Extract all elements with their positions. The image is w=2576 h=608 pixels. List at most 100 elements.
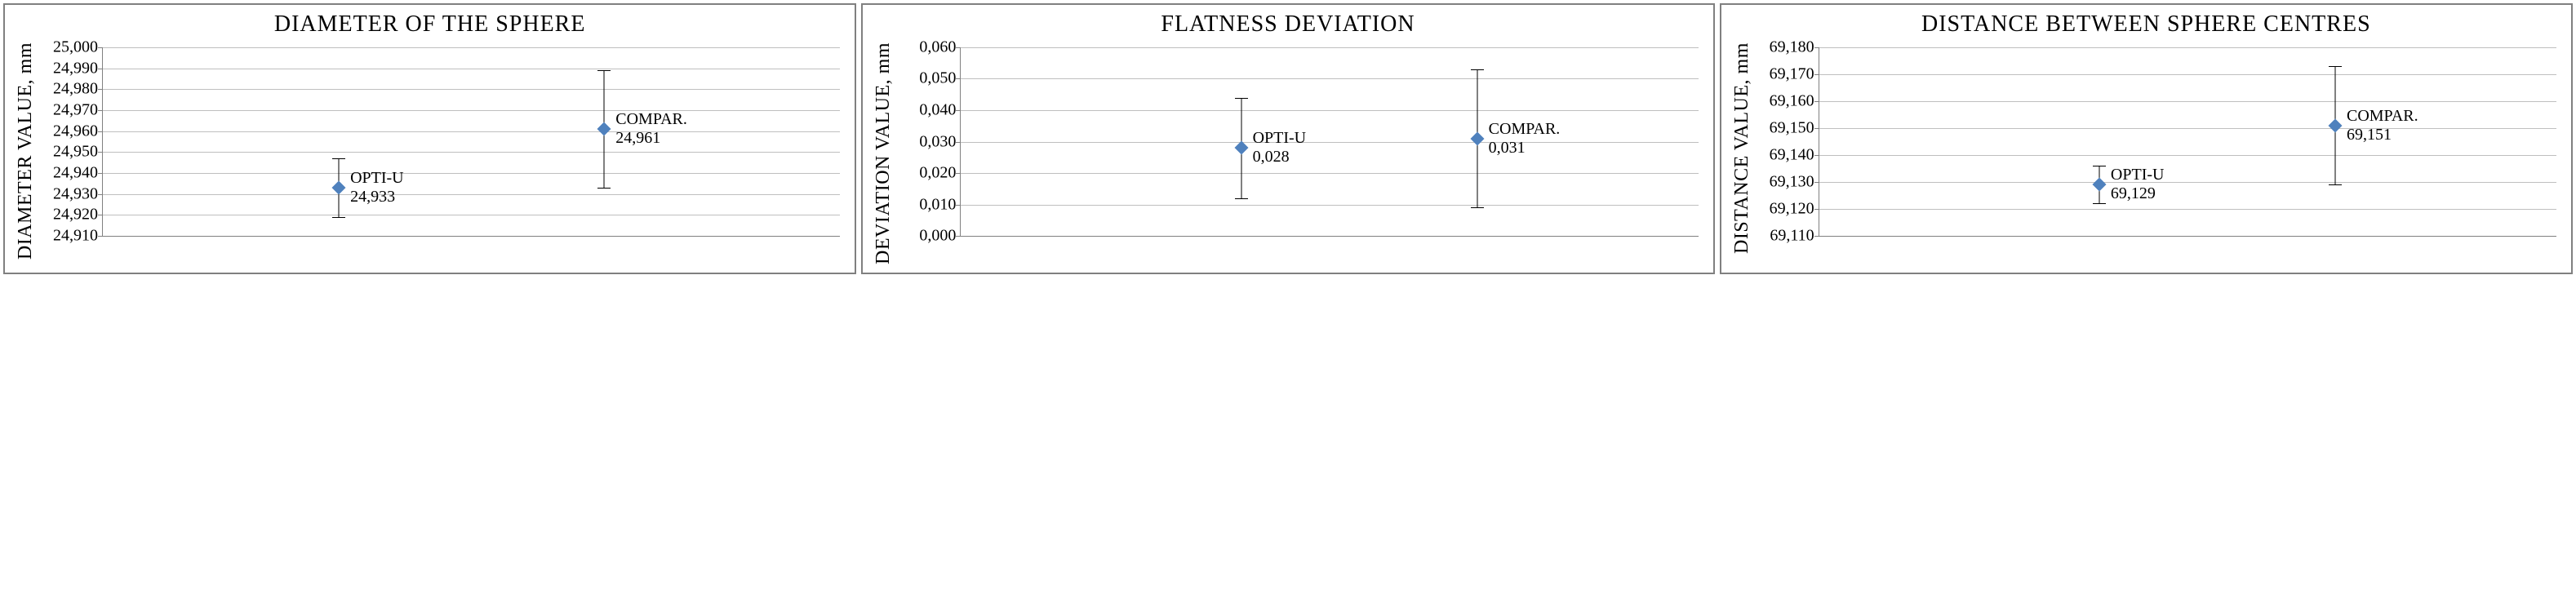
marker-icon: [332, 180, 346, 194]
panel-distance: DISTANCE BETWEEN SPHERE CENTRES DISTANCE…: [1720, 3, 2573, 274]
gridline: [961, 142, 1698, 143]
y-axis-label: DIAMETER VALUE, mm: [13, 42, 38, 260]
plot-area: 24,91024,92024,93024,94024,95024,96024,9…: [102, 47, 840, 237]
plot: 0,0000,0100,0200,0300,0400,0500,060OPTI-…: [896, 42, 1704, 255]
series-value: 0,028: [1253, 148, 1290, 166]
error-cap-bottom: [2093, 203, 2106, 204]
y-tick-label: 69,120: [1770, 200, 1814, 219]
y-tick: [956, 78, 961, 79]
chart-wrap: DISTANCE VALUE, mm 69,11069,12069,13069,…: [1730, 42, 2563, 255]
plot-area: 69,11069,12069,13069,14069,15069,16069,1…: [1819, 47, 2556, 237]
error-cap-bottom: [597, 188, 611, 189]
y-tick: [956, 110, 961, 111]
y-tick: [1814, 155, 1819, 156]
series-name: COMPAR.: [2347, 107, 2418, 125]
series-name: OPTI-U: [1253, 129, 1307, 147]
y-tick-label: 24,960: [53, 122, 98, 140]
y-tick: [1814, 47, 1819, 48]
y-tick: [98, 110, 103, 111]
y-tick: [956, 173, 961, 174]
y-tick: [1814, 209, 1819, 210]
gridline: [1819, 74, 2556, 75]
chart-wrap: DIAMETER VALUE, mm 24,91024,92024,93024,…: [13, 42, 846, 260]
y-tick-label: 24,910: [53, 227, 98, 246]
error-cap-top: [2329, 66, 2342, 67]
gridline: [103, 131, 840, 132]
panel-diameter: DIAMETER OF THE SPHERE DIAMETER VALUE, m…: [3, 3, 856, 274]
y-tick-label: 69,130: [1770, 173, 1814, 192]
y-tick: [1814, 74, 1819, 75]
y-tick: [956, 236, 961, 237]
marker-icon: [2092, 178, 2106, 192]
y-tick: [98, 47, 103, 48]
y-tick-label: 0,040: [919, 100, 956, 119]
y-tick-label: 24,950: [53, 143, 98, 162]
y-tick-label: 0,050: [919, 69, 956, 88]
gridline: [1819, 101, 2556, 102]
y-tick-label: 0,030: [919, 132, 956, 151]
y-tick-label: 69,160: [1770, 92, 1814, 111]
plot: 24,91024,92024,93024,94024,95024,96024,9…: [38, 42, 846, 255]
series-value: 24,961: [615, 129, 660, 147]
y-tick: [98, 89, 103, 90]
y-tick-label: 25,000: [53, 38, 98, 57]
gridline: [1819, 182, 2556, 183]
gridline: [103, 173, 840, 174]
y-tick-label: 24,990: [53, 59, 98, 78]
y-tick: [1814, 182, 1819, 183]
y-tick-label: 24,940: [53, 163, 98, 182]
y-tick: [1814, 236, 1819, 237]
error-cap-bottom: [1235, 198, 1248, 199]
panel-title: FLATNESS DEVIATION: [871, 11, 1704, 38]
error-cap-top: [1471, 69, 1484, 70]
y-tick: [98, 173, 103, 174]
y-tick-label: 0,010: [919, 195, 956, 214]
y-axis-label: DEVIATION VALUE, mm: [871, 42, 896, 264]
series-name: COMPAR.: [615, 110, 687, 128]
series-name: OPTI-U: [2111, 166, 2165, 184]
y-tick: [98, 194, 103, 195]
series-value: 69,129: [2111, 184, 2156, 202]
chart-wrap: DEVIATION VALUE, mm 0,0000,0100,0200,030…: [871, 42, 1704, 264]
gridline: [961, 78, 1698, 79]
y-tick: [98, 152, 103, 153]
data-label: COMPAR.0,031: [1489, 120, 1561, 158]
gridline: [1819, 209, 2556, 210]
data-label: COMPAR.69,151: [2347, 107, 2418, 144]
y-tick: [956, 205, 961, 206]
y-tick: [1814, 101, 1819, 102]
y-tick-label: 0,060: [919, 38, 956, 57]
gridline: [103, 194, 840, 195]
y-tick: [956, 47, 961, 48]
y-tick-label: 24,920: [53, 206, 98, 224]
gridline: [103, 110, 840, 111]
gridline: [961, 173, 1698, 174]
gridline: [103, 152, 840, 153]
marker-icon: [1234, 141, 1248, 155]
y-tick-label: 0,020: [919, 163, 956, 182]
marker-icon: [597, 122, 611, 136]
gridline: [961, 110, 1698, 111]
y-tick: [956, 142, 961, 143]
data-label: OPTI-U69,129: [2111, 166, 2165, 203]
data-label: OPTI-U0,028: [1253, 129, 1307, 166]
error-cap-bottom: [1471, 207, 1484, 208]
y-tick-label: 69,150: [1770, 119, 1814, 138]
plot-area: 0,0000,0100,0200,0300,0400,0500,060OPTI-…: [960, 47, 1698, 237]
marker-icon: [2328, 118, 2342, 132]
error-cap-top: [332, 158, 345, 159]
series-name: COMPAR.: [1489, 120, 1561, 138]
series-name: OPTI-U: [350, 169, 404, 187]
series-value: 69,151: [2347, 126, 2392, 144]
y-axis-label: DISTANCE VALUE, mm: [1730, 42, 1755, 255]
gridline: [1819, 155, 2556, 156]
y-tick-label: 69,180: [1770, 38, 1814, 57]
marker-icon: [1470, 131, 1484, 145]
y-tick-label: 69,170: [1770, 65, 1814, 84]
panel-title: DISTANCE BETWEEN SPHERE CENTRES: [1730, 11, 2563, 38]
error-cap-bottom: [332, 217, 345, 218]
series-value: 0,031: [1489, 139, 1526, 157]
y-tick-label: 0,000: [919, 227, 956, 246]
gridline: [103, 89, 840, 90]
gridline: [1819, 128, 2556, 129]
